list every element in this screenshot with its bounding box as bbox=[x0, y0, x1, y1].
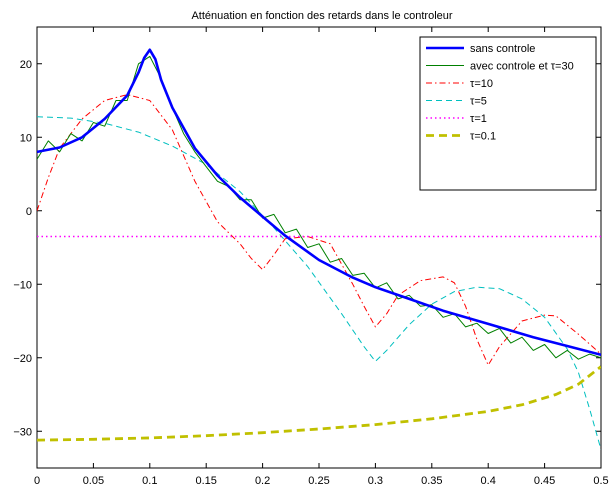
x-tick-label: 0.35 bbox=[421, 475, 442, 487]
x-tick-label: 0.5 bbox=[593, 475, 608, 487]
series-line-5 bbox=[37, 365, 601, 442]
x-tick-label: 0.15 bbox=[195, 475, 216, 487]
legend-label: τ=1 bbox=[470, 113, 487, 125]
legend-box bbox=[419, 36, 597, 191]
series-line-2 bbox=[37, 94, 601, 366]
axis-ticks: 0 0.05 0.1 0.15 0.2 0.25 0.3 0.35 0.4 0.45 0.5 20 10… bbox=[13, 27, 609, 487]
legend-label: sans controle bbox=[470, 43, 535, 55]
series-layer bbox=[37, 48, 601, 450]
legend-label: τ=5 bbox=[470, 96, 487, 108]
x-tick-label: 0.3 bbox=[368, 475, 383, 487]
y-tick-label: −10 bbox=[13, 279, 32, 291]
legend: sans controle avec controle et τ=30 τ=10 τ=… bbox=[419, 36, 597, 191]
x-tick-label: 0.05 bbox=[83, 475, 104, 487]
legend-label: avec controle et τ=30 bbox=[470, 61, 574, 73]
legend-label: τ=10 bbox=[470, 78, 493, 90]
y-tick-label: 20 bbox=[20, 59, 32, 71]
series-line-3 bbox=[37, 116, 601, 450]
y-tick-label: 0 bbox=[26, 206, 32, 218]
y-tick-label: 10 bbox=[20, 132, 32, 144]
x-tick-label: 0 bbox=[34, 475, 40, 487]
y-tick-label: −30 bbox=[13, 426, 32, 438]
x-tick-label: 0.2 bbox=[255, 475, 270, 487]
x-tick-label: 0.45 bbox=[534, 475, 555, 487]
chart-title: Atténuation en fonction des retards dans… bbox=[191, 10, 452, 22]
x-tick-label: 0.4 bbox=[481, 475, 496, 487]
legend-label: τ=0.1 bbox=[470, 131, 496, 143]
x-tick-label: 0.1 bbox=[142, 475, 157, 487]
y-tick-label: −20 bbox=[13, 353, 32, 365]
series-line-0 bbox=[37, 48, 601, 357]
x-tick-label: 0.25 bbox=[308, 475, 329, 487]
